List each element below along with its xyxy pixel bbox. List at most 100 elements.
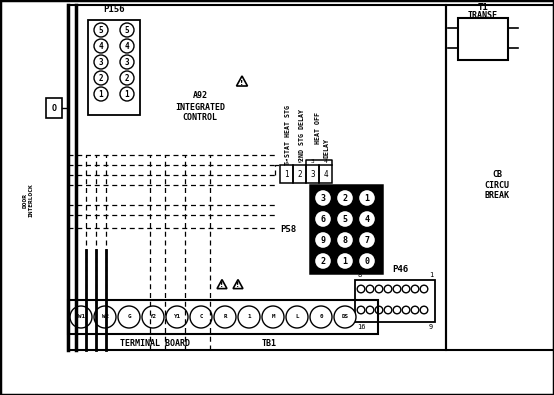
Text: !: ! [237, 282, 240, 288]
Circle shape [214, 306, 236, 328]
Circle shape [118, 306, 140, 328]
Text: 2: 2 [321, 256, 326, 265]
Text: M: M [271, 314, 275, 320]
Text: P156: P156 [103, 5, 125, 14]
Text: A92: A92 [192, 90, 208, 100]
Text: 9: 9 [429, 324, 433, 330]
Text: 3: 3 [99, 58, 103, 66]
Text: 4: 4 [99, 41, 103, 51]
Bar [306, 165, 319, 183]
Text: 1: 1 [125, 90, 129, 98]
Circle shape [366, 285, 374, 293]
Circle shape [334, 306, 356, 328]
Circle shape [94, 87, 108, 101]
Bar [458, 18, 508, 60]
Circle shape [190, 306, 212, 328]
Circle shape [384, 285, 392, 293]
Text: 9: 9 [321, 235, 326, 245]
Text: 4: 4 [125, 41, 129, 51]
Text: 5: 5 [99, 26, 103, 34]
Text: 0: 0 [319, 314, 323, 320]
Text: L: L [295, 314, 299, 320]
Circle shape [94, 39, 108, 53]
Circle shape [358, 211, 376, 228]
Text: 1: 1 [429, 272, 433, 278]
Text: P58: P58 [280, 224, 296, 233]
Text: 4: 4 [324, 158, 327, 164]
Circle shape [384, 306, 392, 314]
Circle shape [315, 211, 331, 228]
Bar [280, 165, 293, 183]
Text: CB
CIRCU
BREAK: CB CIRCU BREAK [485, 170, 510, 200]
Circle shape [357, 306, 365, 314]
Circle shape [411, 306, 419, 314]
Text: 5: 5 [125, 26, 129, 34]
Circle shape [238, 306, 260, 328]
Text: 3: 3 [310, 169, 315, 179]
Circle shape [336, 252, 353, 269]
Text: 2: 2 [342, 194, 347, 203]
Bar [319, 165, 332, 183]
Bar [355, 280, 435, 322]
Circle shape [315, 190, 331, 207]
Text: 8: 8 [357, 272, 361, 278]
Circle shape [336, 190, 353, 207]
Text: Y1: Y1 [173, 314, 181, 320]
Text: DS: DS [341, 314, 348, 320]
Circle shape [262, 306, 284, 328]
Circle shape [420, 285, 428, 293]
Text: G: G [127, 314, 131, 320]
Circle shape [366, 306, 374, 314]
Text: 8: 8 [342, 235, 347, 245]
Text: 1: 1 [99, 90, 103, 98]
Bar [293, 165, 306, 183]
Text: 3: 3 [311, 158, 314, 164]
Circle shape [166, 306, 188, 328]
Bar [68, 300, 378, 334]
Text: 3: 3 [125, 58, 129, 66]
Text: 16: 16 [357, 324, 366, 330]
Text: TERMINAL BOARD: TERMINAL BOARD [120, 339, 190, 348]
Bar [88, 20, 140, 115]
Text: 6: 6 [321, 214, 326, 224]
Text: TB1: TB1 [262, 339, 277, 348]
Text: 0: 0 [365, 256, 370, 265]
Circle shape [94, 23, 108, 37]
Circle shape [402, 306, 410, 314]
Text: 2: 2 [297, 158, 301, 164]
Bar [446, 5, 554, 350]
Circle shape [94, 71, 108, 85]
Circle shape [393, 306, 401, 314]
Text: 1: 1 [247, 314, 251, 320]
Circle shape [120, 71, 134, 85]
Text: DOOR
INTERLOCK: DOOR INTERLOCK [23, 183, 33, 217]
Circle shape [94, 55, 108, 69]
Text: DELAY: DELAY [323, 138, 329, 158]
Circle shape [358, 190, 376, 207]
Circle shape [70, 306, 92, 328]
Text: 3: 3 [321, 194, 326, 203]
Text: 2: 2 [297, 169, 302, 179]
Text: 1: 1 [285, 158, 289, 164]
Circle shape [94, 306, 116, 328]
Text: 2: 2 [99, 73, 103, 83]
Bar [310, 185, 382, 273]
Text: 5: 5 [342, 214, 347, 224]
Text: C: C [199, 314, 203, 320]
Circle shape [120, 55, 134, 69]
Circle shape [375, 306, 383, 314]
Circle shape [358, 231, 376, 248]
Circle shape [420, 306, 428, 314]
Circle shape [336, 211, 353, 228]
Text: 7: 7 [365, 235, 370, 245]
Circle shape [286, 306, 308, 328]
Circle shape [315, 252, 331, 269]
Text: 4: 4 [323, 169, 328, 179]
Text: R: R [223, 314, 227, 320]
Text: INTEGRATED: INTEGRATED [175, 102, 225, 111]
Text: !: ! [240, 79, 244, 85]
Text: W2: W2 [101, 314, 109, 320]
Text: W1: W1 [78, 314, 85, 320]
Circle shape [336, 231, 353, 248]
Circle shape [375, 285, 383, 293]
